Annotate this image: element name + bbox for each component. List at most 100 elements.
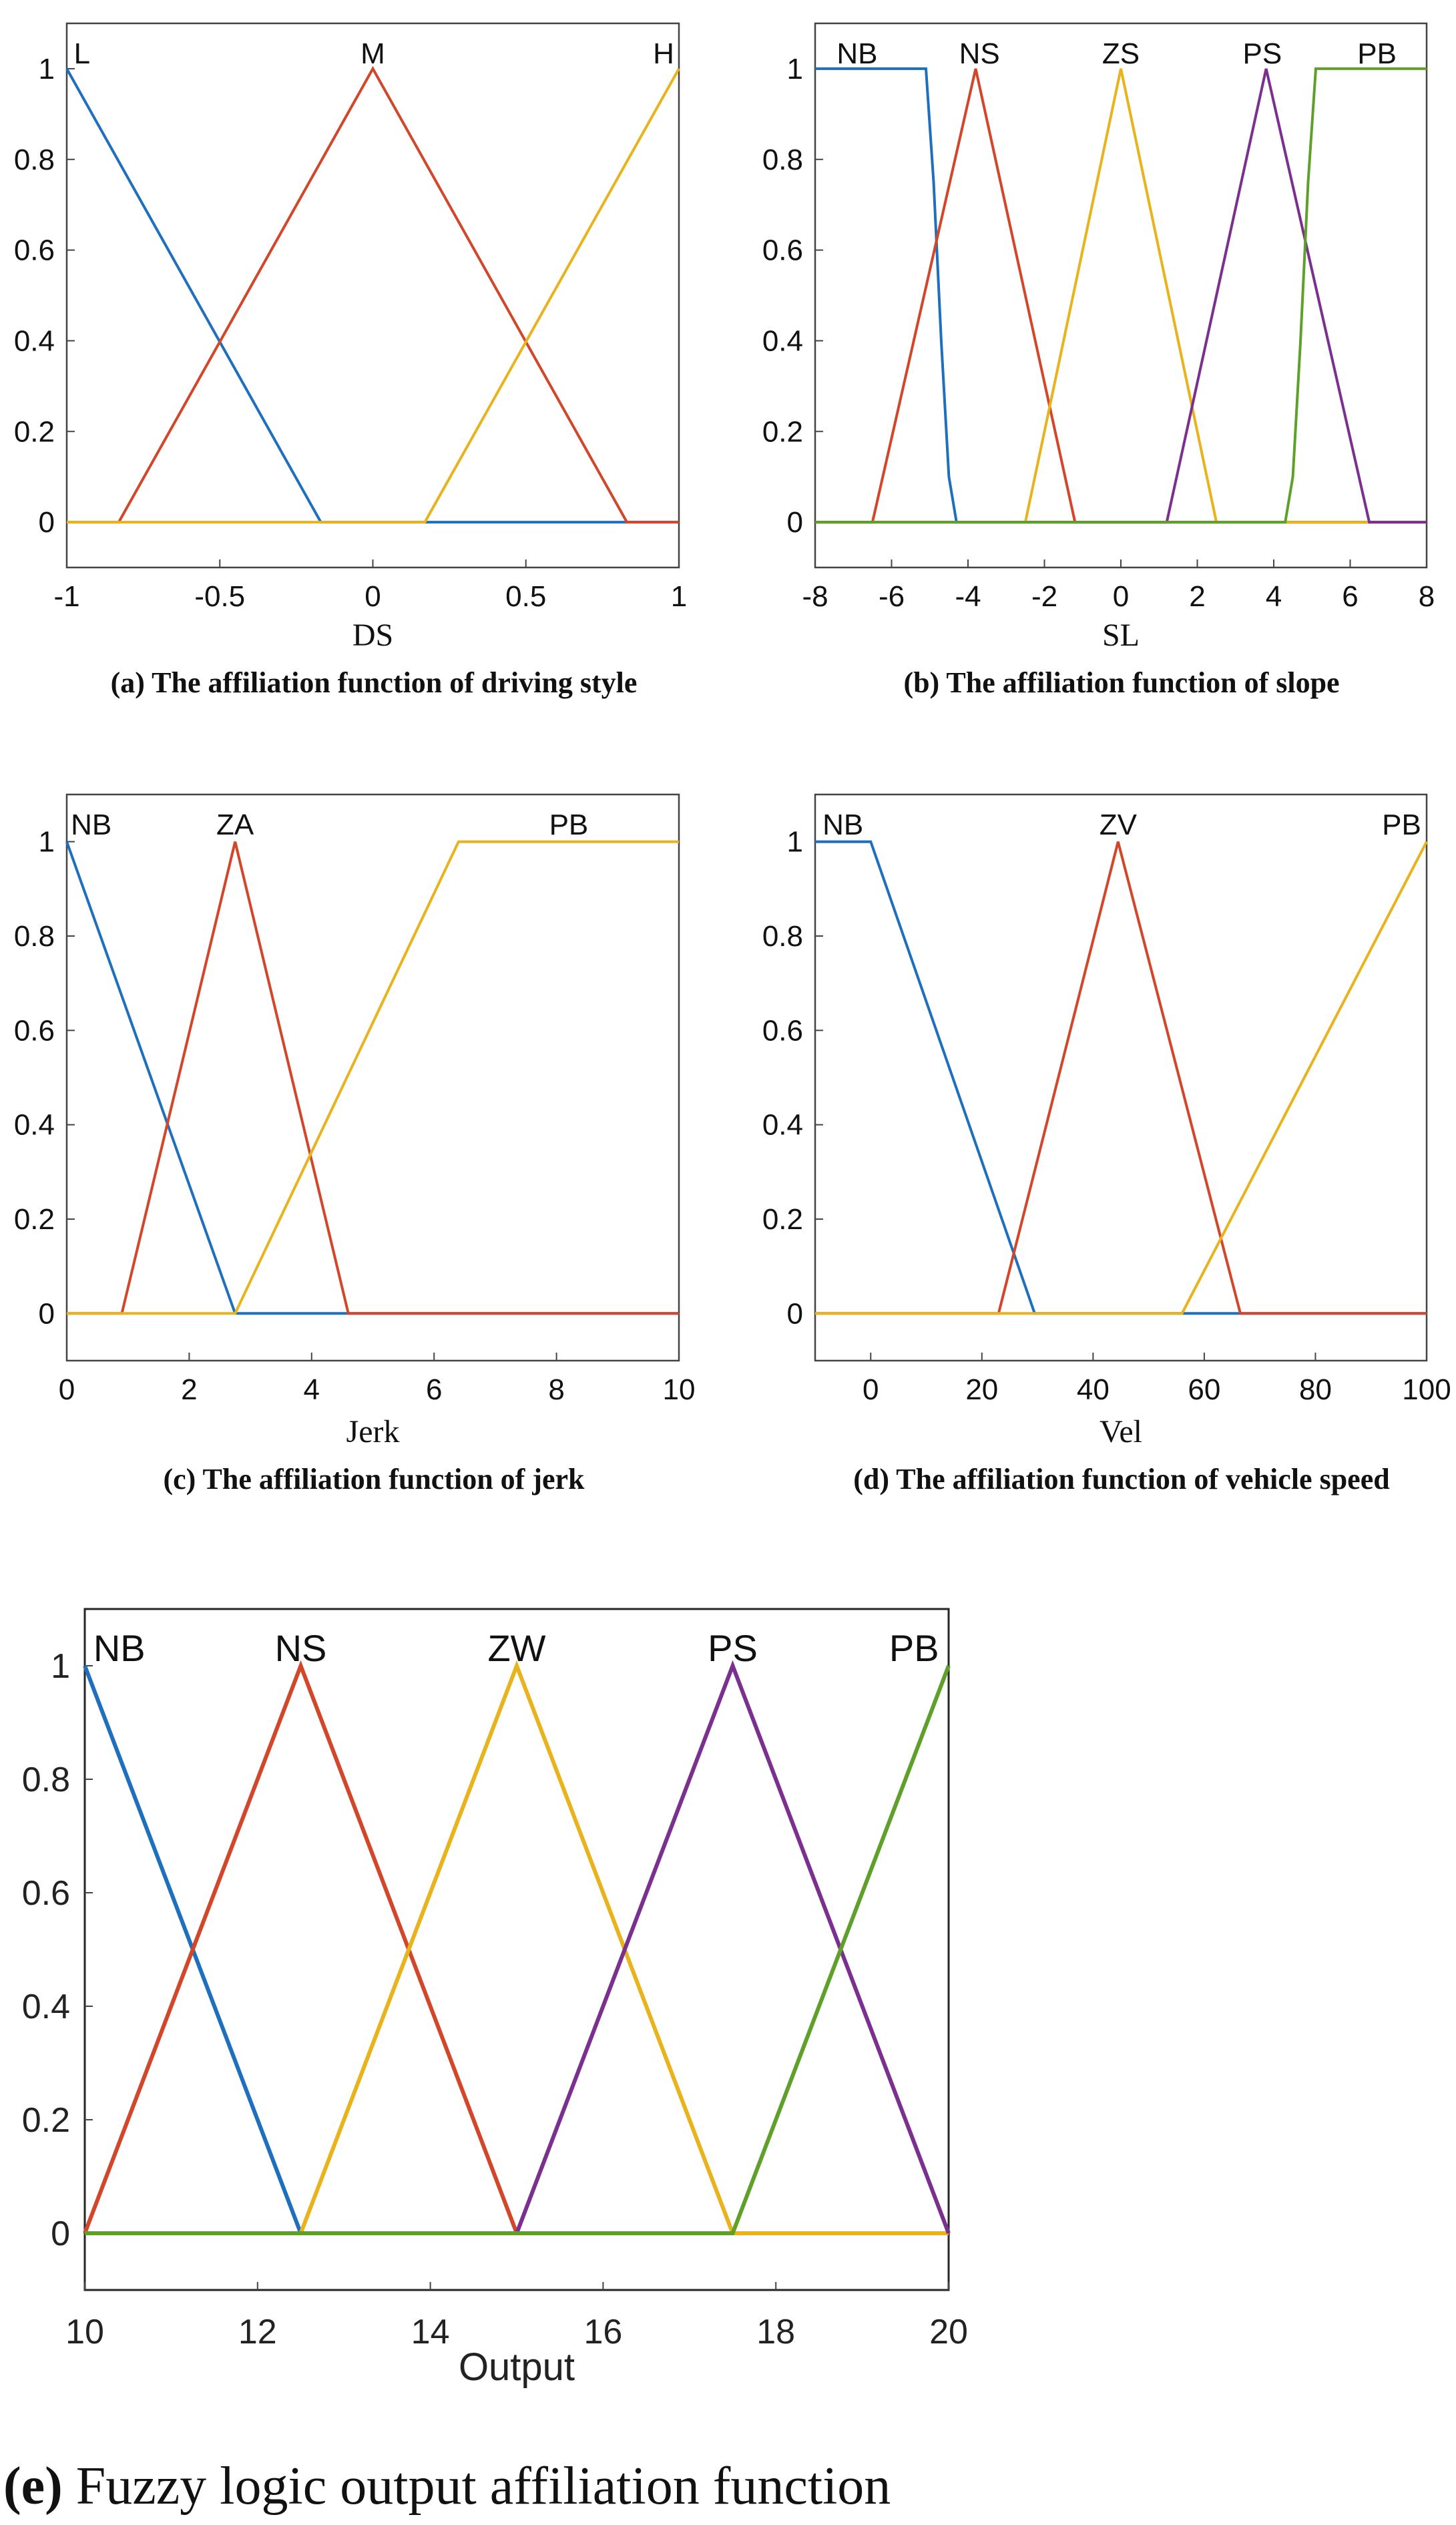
caption: (b) The affiliation function of slope (903, 666, 1339, 699)
mf-label-nb: NB (71, 809, 111, 841)
mf-label-ps: PS (1242, 37, 1282, 70)
mf-label-nb: NB (822, 809, 863, 841)
x-tick-label: 12 (238, 2313, 277, 2351)
x-tick-label: 18 (756, 2313, 795, 2351)
x-tick-label: 1 (671, 580, 687, 613)
series-line-ps (815, 68, 1427, 524)
plot-frame (65, 793, 680, 1362)
y-tick-label: 0.2 (14, 415, 55, 448)
mf-label-h: H (653, 37, 674, 70)
x-tick-label: 0.5 (505, 580, 546, 613)
x-tick-label: 80 (1299, 1373, 1332, 1406)
x-axis-label: Jerk (346, 1414, 400, 1449)
y-tick-label: 0.6 (14, 234, 55, 267)
series-line-pb (815, 841, 1428, 1315)
chart-e: 0 0.2 0.4 0.6 0.8 1 10 12 14 16 18 20 NB NS ZW PS PB Outp… (3, 1608, 968, 2516)
y-tick-label: 0.2 (22, 2101, 70, 2140)
x-tick-label: 0 (863, 1373, 879, 1406)
chart-d: 0 0.2 0.4 0.6 0.8 1 0 20 40 60 80 100 NB ZV PB Vel (d) T… (762, 793, 1451, 1496)
mf-label-nb: NB (93, 1627, 146, 1669)
x-tick-label: 4 (304, 1373, 320, 1406)
y-tick-label: 0.2 (762, 1203, 803, 1236)
caption-text: Fuzzy logic output affiliation function (63, 2457, 891, 2516)
caption: (a) The affiliation function of driving … (111, 666, 638, 699)
series-line-h (67, 67, 680, 524)
x-tick-label: 8 (548, 1373, 564, 1406)
mf-label-pb: PB (1357, 37, 1397, 70)
y-tick-label: 0 (51, 2215, 70, 2253)
x-tick-label: 0 (1113, 580, 1129, 613)
caption: (d) The affiliation function of vehicle … (853, 1463, 1389, 1496)
y-tick-label: 0.8 (762, 144, 803, 176)
series-line-pb (67, 840, 679, 1315)
series-line-zs (815, 68, 1427, 524)
y-tick-label: 0.4 (762, 1109, 803, 1142)
x-tick-label: -2 (1031, 580, 1057, 613)
x-tick-label: 14 (411, 2313, 450, 2351)
series-line-pb (815, 67, 1427, 524)
series-line-zw (85, 1660, 949, 2235)
y-tick-label: 0.4 (14, 324, 55, 357)
chart-b: 0 0.2 0.4 0.6 0.8 1 -8 -6 -4 -2 0 2 4 6 8 NB NS ZS PS PB SL (… (762, 22, 1435, 699)
x-tick-label: -6 (879, 580, 905, 613)
y-tick-label: 0.2 (762, 415, 803, 448)
y-tick-label: 1 (39, 53, 55, 85)
y-tick-label: 0.8 (762, 920, 803, 953)
y-tick-label: 1 (787, 53, 803, 85)
series-line-nb (83, 1664, 949, 2235)
mf-label-zv: ZV (1100, 809, 1138, 841)
y-tick-label: 0.6 (762, 1014, 803, 1047)
y-tick-label: 0.8 (22, 1761, 70, 1799)
mf-label-ps: PS (708, 1627, 758, 1669)
series-line-ns (815, 68, 1427, 524)
x-tick-label: 6 (426, 1373, 442, 1406)
x-tick-label: 10 (663, 1373, 696, 1406)
x-axis-label: SL (1102, 618, 1140, 653)
mf-label-za: ZA (216, 809, 254, 841)
y-tick-label: 0.6 (762, 234, 803, 267)
y-tick-label: 0.6 (22, 1874, 70, 1913)
y-tick-label: 1 (787, 826, 803, 859)
y-tick-label: 0 (787, 506, 803, 539)
series-line-nb (815, 840, 1427, 1315)
mf-label-pb: PB (549, 809, 589, 841)
caption-label: (e) (3, 2457, 63, 2516)
series-line-ns (83, 1660, 949, 2235)
y-tick-label: 1 (51, 1647, 70, 1686)
series-line-nb (815, 67, 1427, 524)
chart-a: 00.20.40.60.81-1 -0.5 0 0.5 1L M HDS(a) The af… (14, 22, 687, 699)
x-tick-label: 60 (1188, 1373, 1220, 1406)
mf-label-l: L (74, 37, 90, 70)
x-tick-label: 20 (965, 1373, 998, 1406)
series-line-zv (815, 841, 1427, 1315)
x-tick-label: -4 (955, 580, 981, 613)
y-tick-label: 0.4 (762, 324, 803, 357)
x-axis-label: Output (459, 2345, 575, 2389)
x-axis-label: DS (352, 618, 393, 653)
x-tick-label: 100 (1402, 1373, 1451, 1406)
plot-frame (814, 22, 1428, 569)
mf-label-pb: PB (889, 1627, 939, 1669)
x-tick-label: 2 (1189, 580, 1205, 613)
y-tick-label: 0.6 (14, 1014, 55, 1047)
x-axis-label: Vel (1100, 1414, 1142, 1449)
series-line-l (65, 67, 679, 524)
caption: (e) Fuzzy logic output affiliation funct… (3, 2457, 891, 2516)
x-tick-label: 16 (583, 2313, 622, 2351)
y-tick-label: 0.4 (14, 1109, 55, 1142)
x-tick-label: 20 (929, 2313, 968, 2351)
y-tick-label: 0 (39, 1297, 55, 1330)
plot-frame (814, 793, 1428, 1362)
caption: (c) The affiliation function of jerk (163, 1463, 585, 1496)
y-tick-label: 0.8 (14, 144, 55, 176)
mf-label-m: M (360, 37, 385, 70)
plot-frame (83, 1608, 950, 2291)
x-tick-label: 2 (181, 1373, 197, 1406)
y-tick-label: 0 (39, 506, 55, 539)
y-tick-label: 1 (39, 826, 55, 859)
x-tick-label: -8 (802, 580, 828, 613)
x-tick-label: 4 (1266, 580, 1282, 613)
x-tick-label: 40 (1077, 1373, 1110, 1406)
